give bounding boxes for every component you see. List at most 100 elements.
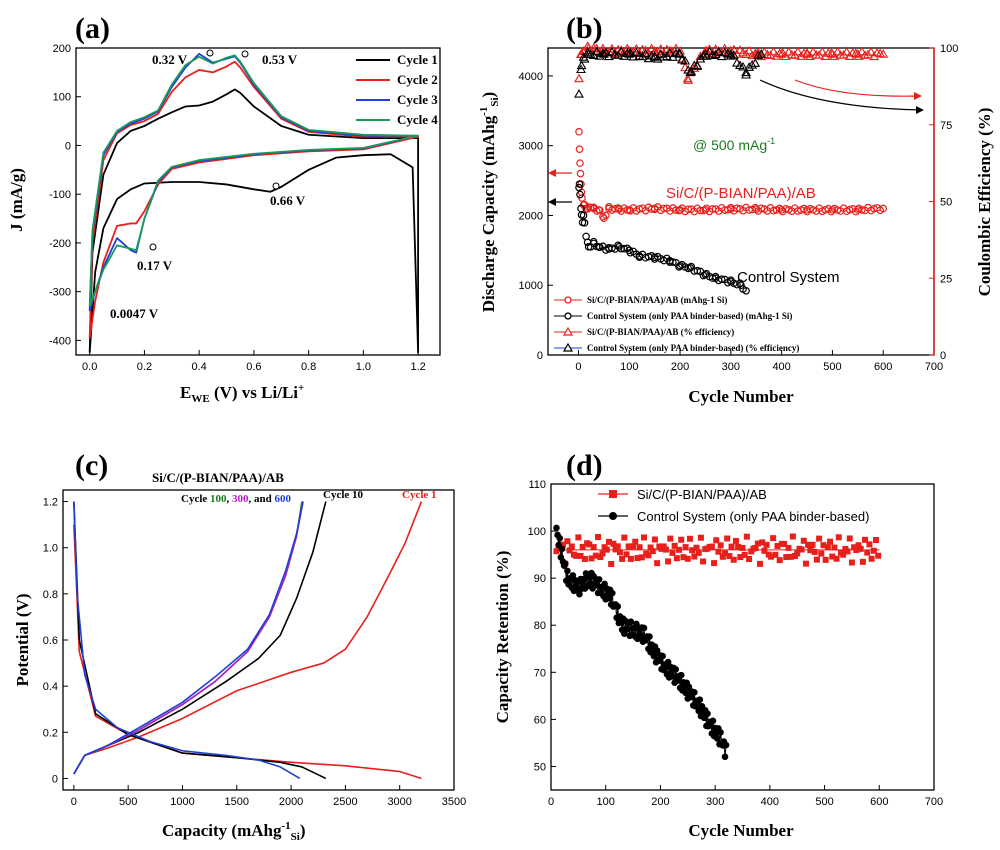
data-point <box>683 75 694 84</box>
marker-0-32v <box>206 49 214 57</box>
data-point <box>747 59 758 69</box>
data-point <box>732 537 739 544</box>
data-point <box>597 48 608 58</box>
x-tick-label: 500 <box>823 361 841 373</box>
panel-c-chart: 0 500 1000 1500 2000 2500 3000 3500 0 0.2 0.4 0.6 0.… <box>13 470 466 843</box>
annotation-0-53v: 0.53 V <box>262 52 298 67</box>
data-point <box>623 551 630 558</box>
panel-a-xlabel: EWE (V) vs Li/Li+ <box>180 382 304 405</box>
data-point <box>864 549 871 556</box>
series-cycle-2 <box>88 60 420 339</box>
data-point <box>752 205 761 213</box>
panel-b-label: (b) <box>566 12 603 45</box>
data-point <box>770 535 777 542</box>
data-point <box>854 206 862 214</box>
data-point <box>853 51 864 60</box>
data-point <box>622 43 633 53</box>
cycle-1-label: Cycle 1 <box>402 489 437 501</box>
panel-c-ylabel: Potential (V) <box>13 593 32 686</box>
data-point <box>637 51 648 61</box>
x-tick-label: 500 <box>815 796 833 808</box>
data-point <box>831 544 838 551</box>
data-point <box>691 689 698 696</box>
y-tick-label: 0 <box>65 140 71 152</box>
data-point <box>655 43 666 53</box>
data-point <box>646 633 653 640</box>
legend-cycle-4: Cycle 4 <box>397 112 438 127</box>
data-point <box>660 543 667 550</box>
data-point <box>649 548 656 555</box>
x-tick-label: 3500 <box>442 796 466 808</box>
data-point <box>720 206 729 214</box>
data-point <box>783 46 794 56</box>
data-point <box>855 542 862 549</box>
panel-a-ylabel: J (mA/g) <box>7 168 26 232</box>
data-point <box>610 540 617 547</box>
y-tick-label: 0 <box>537 350 543 362</box>
x-tick-label: 700 <box>925 796 943 808</box>
y2-tick-label: 25 <box>940 273 952 285</box>
x-tick-label: 0.0 <box>82 361 97 373</box>
legend-cycle-2: Cycle 2 <box>397 72 438 87</box>
data-point <box>714 735 721 742</box>
data-point <box>553 524 560 532</box>
data-point <box>672 666 680 673</box>
y-tick-label: -100 <box>49 189 71 201</box>
panel-b-xlabel: Cycle Number <box>688 387 794 406</box>
data-point <box>813 556 820 563</box>
data-point <box>682 544 689 551</box>
data-point <box>640 48 651 58</box>
x-tick-label: 0.4 <box>192 361 207 373</box>
data-point <box>651 536 658 543</box>
x-tick-label: 600 <box>870 796 888 808</box>
data-point <box>761 547 768 554</box>
legend-marker <box>609 490 617 498</box>
panel-c-title: Si/C/(P-BIAN/PAA)/AB <box>152 470 284 485</box>
data-point <box>581 555 588 562</box>
panel-a-frame <box>75 47 441 356</box>
data-point <box>763 541 770 548</box>
panel-b-arrows <box>548 79 924 206</box>
data-point <box>597 553 604 560</box>
x-tick-label: 400 <box>772 361 790 373</box>
data-point <box>615 205 623 213</box>
data-point <box>783 554 790 561</box>
data-point <box>859 558 866 565</box>
legend-control: Control System (only PAA binder-based) <box>637 509 869 524</box>
data-point <box>628 51 639 61</box>
data-point <box>647 544 654 551</box>
data-point <box>595 576 603 583</box>
data-point <box>730 556 737 563</box>
data-point <box>588 555 595 562</box>
y-tick-label: 1.2 <box>43 497 58 509</box>
x-tick-label: 100 <box>597 796 615 808</box>
data-point <box>741 551 748 558</box>
data-point <box>576 60 587 70</box>
data-point <box>576 590 583 598</box>
data-point <box>715 548 722 555</box>
data-point <box>794 550 801 557</box>
data-point <box>680 554 687 561</box>
legend-si: Si/C/(P-BIAN/PAA)/AB <box>637 487 767 502</box>
y-tick-label: 0.8 <box>43 589 58 601</box>
data-point <box>619 555 626 562</box>
data-point <box>625 543 632 550</box>
data-point <box>653 647 661 654</box>
panel-b-y2label: Coulombic Efficiency (%) <box>975 108 994 297</box>
data-point <box>586 203 595 212</box>
legend-marker <box>564 296 572 304</box>
data-point <box>689 63 700 72</box>
data-point <box>750 58 761 67</box>
legend-control-capacity: Control System (only PAA binder-based) (… <box>587 311 792 321</box>
data-point <box>805 51 816 61</box>
data-point <box>621 534 628 541</box>
data-point <box>776 557 783 564</box>
data-point <box>599 550 606 557</box>
data-point <box>777 47 788 57</box>
data-point <box>741 67 752 77</box>
x-tick-label: 300 <box>706 796 724 808</box>
data-point <box>802 560 809 567</box>
data-point <box>558 545 566 553</box>
x-tick-label: 500 <box>119 796 137 808</box>
legend-marker <box>564 312 572 320</box>
